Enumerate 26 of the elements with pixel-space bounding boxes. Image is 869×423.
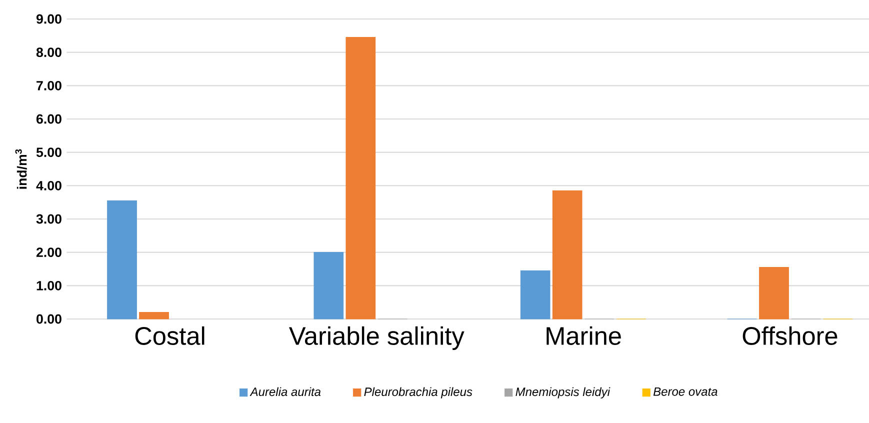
y-axis-title: ind/m$^{3}$ <box>15 149 27 189</box>
y-tick-label: 3.00 <box>36 214 62 224</box>
bar <box>552 190 582 320</box>
y-tick-label: 8.00 <box>36 48 62 58</box>
legend-label: Aurelia aurita <box>250 387 321 396</box>
x-tick-label: Variable salinity <box>289 326 464 350</box>
y-tick-label: 9.00 <box>36 14 62 24</box>
y-tick-label: 2.00 <box>36 248 62 258</box>
x-tick-label: Offshore <box>742 326 838 345</box>
y-tick-label: 1.00 <box>36 280 62 290</box>
y-tick-label: 4.00 <box>36 180 62 190</box>
legend-label: Pleurobrachia pileus <box>364 387 472 398</box>
bar <box>314 252 344 320</box>
x-tick-label: Marine <box>546 326 621 345</box>
y-tick-label: 7.00 <box>36 80 62 90</box>
bar <box>107 200 137 320</box>
y-tick-label: 0.00 <box>36 314 62 324</box>
legend-label: Beroe ovata <box>653 387 718 396</box>
legend-label: Mnemiopsis leidyi <box>516 387 610 398</box>
bar <box>346 37 376 320</box>
bar <box>520 270 550 320</box>
y-tick-label: 6.00 <box>36 114 62 124</box>
y-tick-label: 5.00 <box>36 148 62 158</box>
bar <box>759 267 789 320</box>
x-tick-label: Costal <box>135 326 204 345</box>
bar <box>139 312 169 320</box>
